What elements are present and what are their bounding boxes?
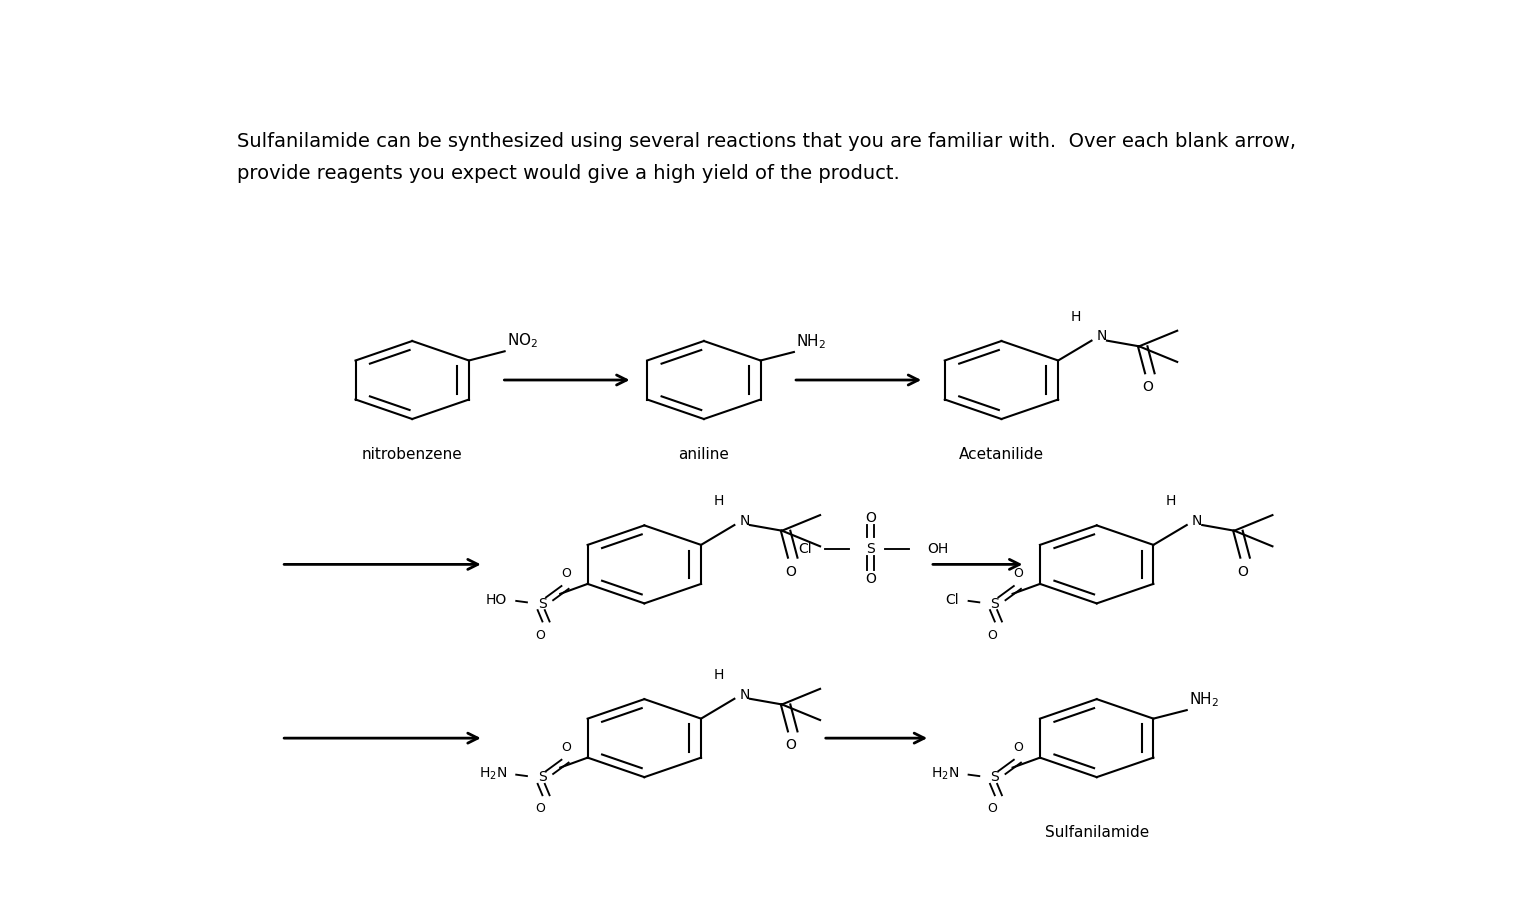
Text: Cl: Cl: [946, 593, 958, 607]
Text: N: N: [1192, 514, 1201, 528]
Text: O: O: [1141, 380, 1154, 394]
Text: O: O: [785, 739, 796, 752]
Text: S: S: [538, 771, 547, 785]
Text: H: H: [714, 494, 723, 508]
Text: O: O: [785, 565, 796, 578]
Text: N: N: [739, 514, 750, 528]
Text: O: O: [561, 741, 571, 754]
Text: H: H: [714, 668, 723, 682]
Text: NO$_2$: NO$_2$: [507, 332, 538, 350]
Text: O: O: [865, 572, 876, 586]
Text: S: S: [991, 771, 998, 785]
Text: N: N: [1097, 330, 1106, 344]
Text: O: O: [1236, 565, 1249, 578]
Text: aniline: aniline: [679, 448, 730, 462]
Text: O: O: [865, 511, 876, 525]
Text: O: O: [988, 802, 997, 815]
Text: Sulfanilamide: Sulfanilamide: [1044, 825, 1149, 840]
Text: S: S: [991, 597, 998, 611]
Text: O: O: [1014, 741, 1023, 754]
Text: H: H: [1071, 309, 1081, 323]
Text: provide reagents you expect would give a high yield of the product.: provide reagents you expect would give a…: [237, 164, 900, 182]
Text: nitrobenzene: nitrobenzene: [362, 448, 462, 462]
Text: Sulfanilamide can be synthesized using several reactions that you are familiar w: Sulfanilamide can be synthesized using s…: [237, 132, 1296, 151]
Text: N: N: [739, 687, 750, 702]
Text: H: H: [1166, 494, 1177, 508]
Text: S: S: [538, 597, 547, 611]
Text: S: S: [866, 542, 876, 555]
Text: NH$_2$: NH$_2$: [1189, 690, 1220, 708]
Text: O: O: [535, 628, 545, 642]
Text: Acetanilide: Acetanilide: [958, 448, 1044, 462]
Text: H$_2$N: H$_2$N: [479, 765, 507, 782]
Text: Cl: Cl: [799, 542, 813, 555]
Text: NH$_2$: NH$_2$: [796, 332, 826, 351]
Text: H$_2$N: H$_2$N: [931, 765, 958, 782]
Text: OH: OH: [928, 542, 949, 555]
Text: O: O: [561, 567, 571, 580]
Text: O: O: [535, 802, 545, 815]
Text: HO: HO: [485, 593, 507, 607]
Text: O: O: [988, 628, 997, 642]
Text: O: O: [1014, 567, 1023, 580]
